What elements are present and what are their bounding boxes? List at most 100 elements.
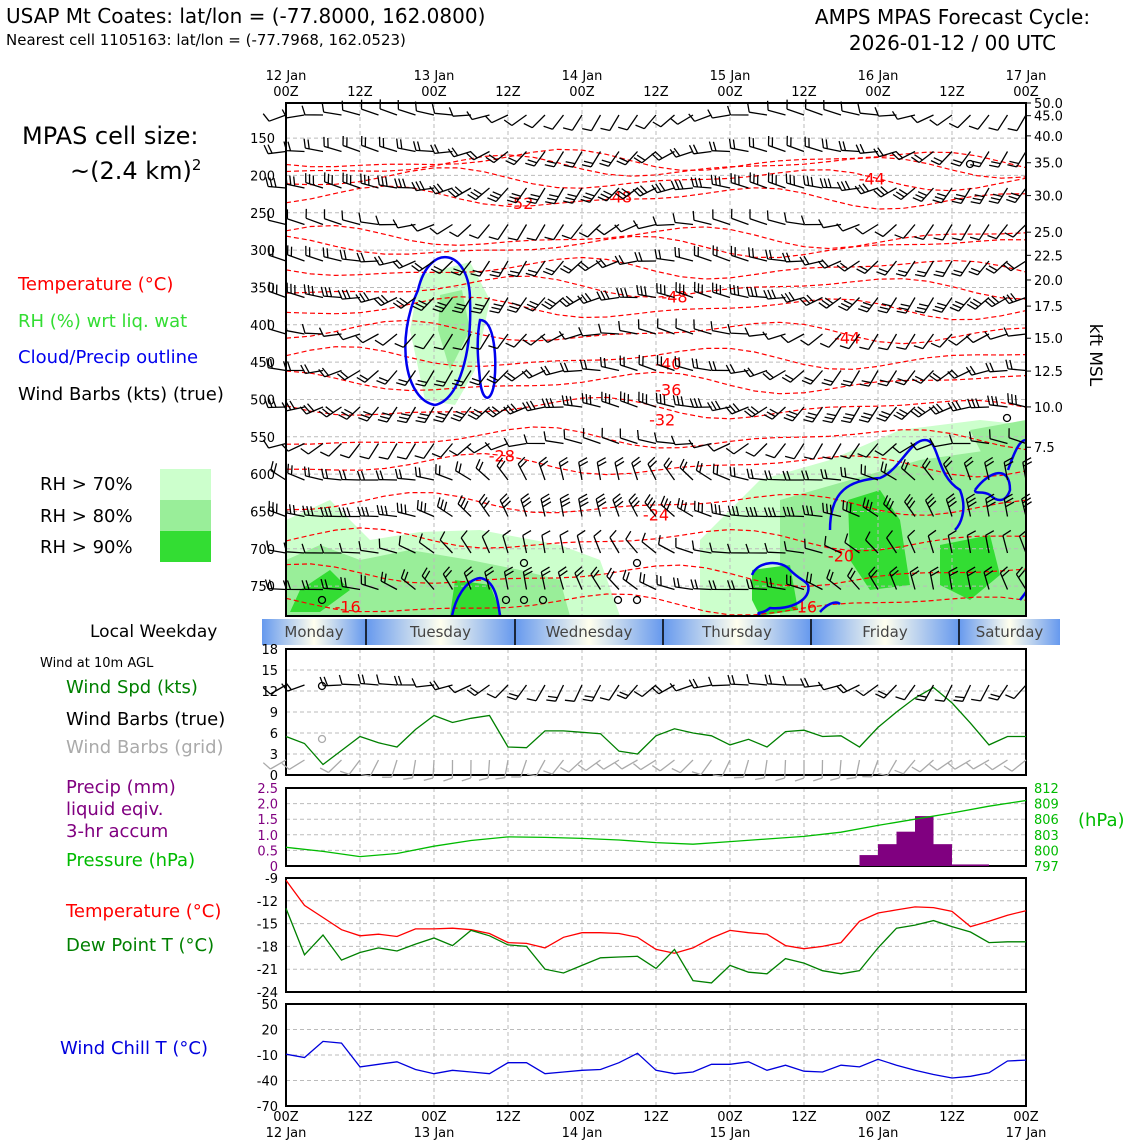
wind-barb [300, 364, 324, 375]
wind-barb [948, 434, 971, 445]
wind-barb [656, 574, 675, 591]
wind-barb [822, 406, 842, 424]
wind-barb [764, 674, 786, 686]
wind-barb [540, 566, 551, 590]
weekday-name: Saturday [976, 623, 1044, 641]
wind-barb [495, 759, 509, 780]
temp-ytick: -18 [257, 940, 278, 955]
wind-barb [657, 535, 675, 554]
wind-barb [356, 252, 379, 263]
wind-barb [932, 297, 953, 313]
wind-barb [392, 219, 416, 229]
wind-barb [854, 183, 879, 195]
wind-barb [729, 466, 749, 481]
wind-barb [840, 466, 860, 481]
wind-barb [987, 395, 1008, 408]
wind-barb [264, 398, 287, 409]
wind-barb [540, 333, 564, 343]
wind-barb [943, 456, 953, 481]
wind-barb [878, 333, 898, 351]
wind-barb [631, 456, 642, 481]
pressure-tick-label: 350 [250, 281, 275, 296]
wind-barb [619, 391, 638, 408]
wind-barb [522, 530, 532, 554]
wind-barb [821, 138, 842, 153]
wind-barb [783, 212, 805, 226]
wind-barb [1003, 759, 1027, 772]
legend-rh70: RH > 70% [40, 474, 133, 495]
wind-barb [929, 114, 953, 126]
wind-barb [929, 759, 953, 771]
wind-barb [377, 406, 398, 423]
wind-barb [609, 529, 620, 554]
hpa-label: (hPa) [1078, 810, 1125, 831]
wind-barb [414, 443, 435, 460]
wind-barb [619, 428, 638, 445]
wind-barb [505, 151, 527, 166]
wind-barb [780, 291, 805, 303]
wind-barb [817, 681, 842, 691]
wind-barb [301, 105, 324, 116]
wind-barb [323, 209, 342, 226]
wind-barb [948, 333, 971, 346]
wind-barb [910, 442, 934, 451]
wind-barb [281, 759, 305, 770]
wind-barb [396, 406, 417, 424]
cloud-outline [750, 561, 810, 617]
wind-barb [339, 759, 361, 776]
wind-barb [949, 297, 971, 312]
wind-barb [484, 566, 495, 590]
wind-barb [844, 533, 860, 554]
wind-barb [670, 179, 694, 191]
wind-barb [842, 500, 860, 518]
cell-size-value: ~(2.4 km)2 [70, 156, 201, 185]
wind-barb [966, 530, 977, 554]
wind-barb [376, 674, 398, 686]
bottom-time-tick: 00Z [273, 1110, 299, 1125]
top-date-tick: 15 Jan [710, 69, 751, 84]
bottom-time-tick: 12Z [347, 1110, 373, 1125]
wind-barb [840, 370, 861, 387]
wind-barb [894, 224, 916, 239]
precip-ytick: 2.0 [257, 798, 278, 813]
wind-barb [984, 331, 1008, 340]
wind-barb [745, 443, 768, 457]
wind-barb [838, 297, 860, 311]
precip-bar [878, 844, 897, 866]
pressure-ytick-right: 812 [1034, 782, 1059, 797]
wind-barb [540, 365, 564, 376]
weekday-band [515, 619, 663, 645]
wind-barb [1015, 566, 1027, 590]
wind-barb [470, 260, 491, 277]
wind-barb [543, 114, 565, 130]
precip-ytick: 0.5 [257, 844, 278, 859]
wind-barb [563, 429, 583, 445]
wind-barb [545, 187, 565, 205]
wind-barb [416, 499, 435, 518]
rh-region-rh90 [290, 570, 350, 612]
wind-barb [525, 151, 546, 167]
wind-barb [559, 362, 583, 373]
isotherm-label: -48 [606, 187, 632, 206]
wind-barb [988, 429, 1008, 445]
wind-barb [780, 333, 805, 344]
wind-barb [930, 333, 953, 348]
precip-bar [952, 864, 989, 866]
wind-barb [619, 355, 638, 372]
wind-barb [544, 151, 565, 168]
wind-barb [805, 571, 823, 591]
wind-barb [597, 323, 620, 335]
temperature-line [285, 879, 1027, 954]
wind-barb [710, 503, 731, 518]
wind-barb [358, 212, 379, 226]
wind-barb [614, 223, 638, 233]
wind-barb [710, 321, 731, 335]
top-time-tick: 12Z [495, 85, 521, 100]
wind-barb [340, 576, 361, 591]
wind-barb [559, 530, 569, 554]
wind-barb [892, 187, 916, 201]
wind-barb [582, 428, 601, 445]
wind-barb [1002, 292, 1027, 305]
isotherm-line [285, 235, 1027, 259]
wind-barb [543, 759, 565, 775]
